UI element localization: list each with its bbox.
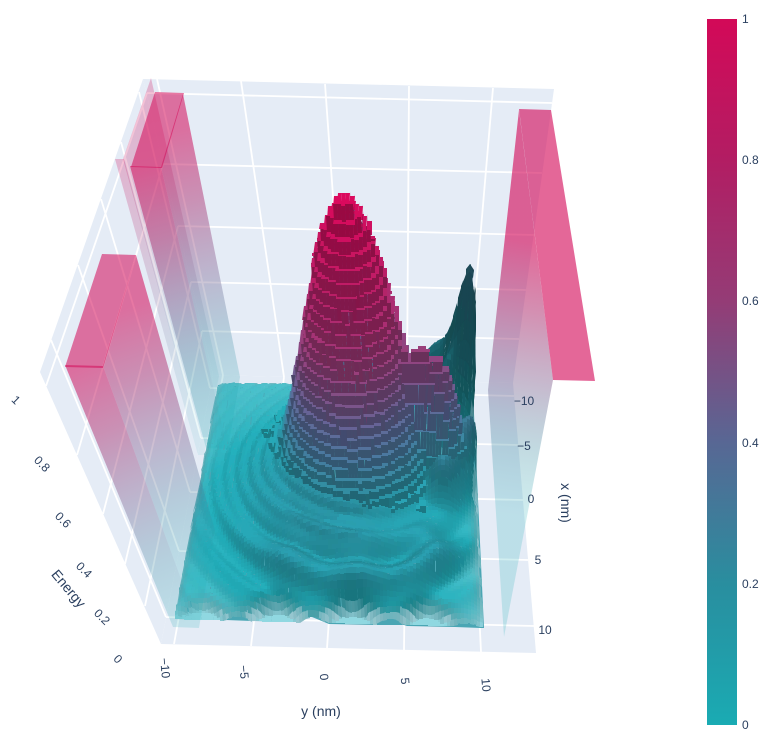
svg-text:1: 1 <box>742 12 749 26</box>
svg-text:y (nm): y (nm) <box>301 703 341 719</box>
svg-text:x (nm): x (nm) <box>558 483 574 523</box>
svg-text:5: 5 <box>535 553 542 567</box>
svg-text:−5: −5 <box>517 439 531 453</box>
svg-text:5: 5 <box>398 677 413 685</box>
svg-text:−10: −10 <box>157 657 173 679</box>
svg-text:0: 0 <box>317 673 332 681</box>
svg-text:0.8: 0.8 <box>742 153 759 167</box>
svg-text:0.2: 0.2 <box>742 577 759 591</box>
svg-text:0.4: 0.4 <box>742 436 759 450</box>
svg-text:10: 10 <box>538 623 552 637</box>
svg-text:0: 0 <box>528 492 535 506</box>
svg-text:−10: −10 <box>514 394 535 408</box>
svg-text:0: 0 <box>742 718 749 732</box>
svg-text:0.6: 0.6 <box>742 294 759 308</box>
svg-text:10: 10 <box>478 678 493 693</box>
svg-text:−5: −5 <box>236 665 251 680</box>
